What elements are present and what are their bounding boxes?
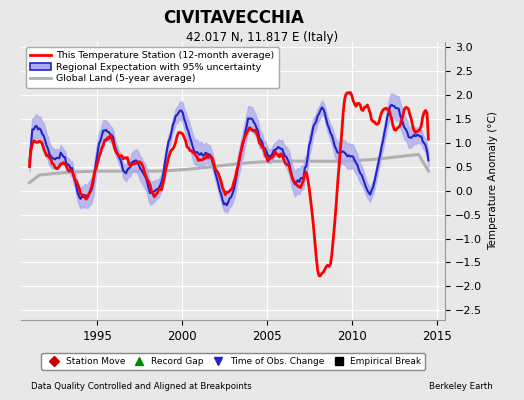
Legend: Station Move, Record Gap, Time of Obs. Change, Empirical Break: Station Move, Record Gap, Time of Obs. C… xyxy=(41,354,425,370)
Text: 42.017 N, 11.817 E (Italy): 42.017 N, 11.817 E (Italy) xyxy=(186,31,338,44)
Y-axis label: Temperature Anomaly (°C): Temperature Anomaly (°C) xyxy=(488,112,498,250)
Text: Data Quality Controlled and Aligned at Breakpoints: Data Quality Controlled and Aligned at B… xyxy=(31,382,252,391)
Title: CIVITAVECCHIA: CIVITAVECCHIA xyxy=(163,8,303,26)
Text: Berkeley Earth: Berkeley Earth xyxy=(429,382,493,391)
